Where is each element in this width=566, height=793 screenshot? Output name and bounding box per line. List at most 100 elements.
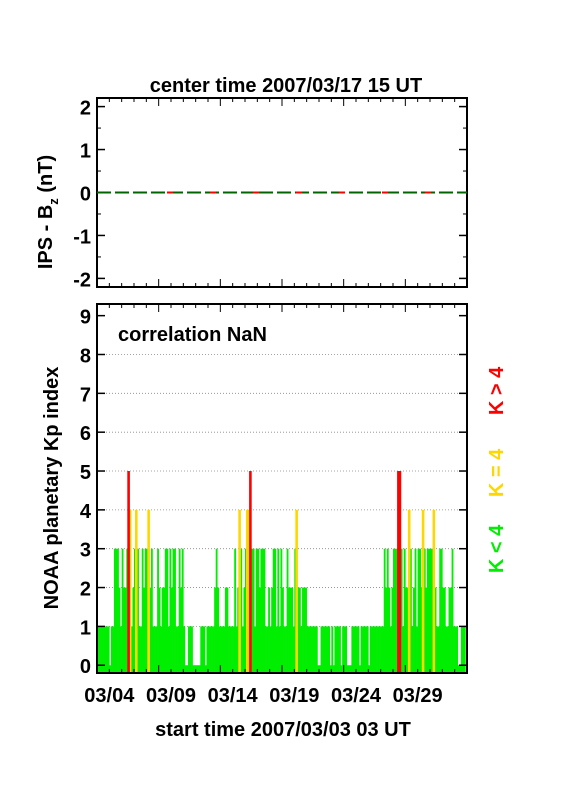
kp-bar [306, 626, 309, 673]
kp-bar [403, 548, 406, 673]
kp-bar [228, 626, 230, 673]
kp-bar [377, 626, 380, 673]
bottom-x-tick-label: 03/29 [393, 685, 443, 707]
kp-bar [187, 626, 190, 673]
bottom-y-tick-label: 8 [80, 345, 91, 367]
kp-bar [374, 626, 377, 673]
kp-bar [420, 587, 423, 673]
kp-bar [112, 626, 115, 673]
kp-bar [343, 626, 346, 673]
kp-bar [365, 626, 368, 673]
kp-bar [286, 548, 289, 673]
bottom-panel-y-tick-labels: 0 1 2 3 4 5 6 7 8 9 [80, 307, 92, 679]
kp-bar [147, 509, 150, 673]
kp-bar [101, 626, 104, 673]
kp-bar [247, 509, 251, 673]
kp-bar [180, 587, 183, 673]
kp-bar [126, 548, 129, 673]
kp-bar [348, 665, 351, 673]
kp-bar [252, 548, 255, 673]
kp-bar [123, 587, 126, 673]
kp-bar [430, 548, 432, 673]
kp-bar [295, 509, 298, 673]
kp-bar [315, 626, 318, 673]
kp-bar [329, 665, 332, 673]
kp-bar [446, 626, 449, 673]
kp-bar [221, 626, 224, 673]
kp-bar [442, 587, 445, 673]
kp-bar [254, 626, 257, 673]
kp-bar [443, 587, 446, 673]
kp-bar [339, 626, 341, 673]
kp-bar [346, 665, 349, 673]
kp-bar [332, 665, 335, 673]
kp-bar [368, 665, 371, 673]
kp-bar [314, 626, 317, 673]
bottom-y-tick-label: 9 [80, 307, 91, 329]
top-y-tick-label: -2 [73, 269, 91, 291]
kp-bar [127, 471, 130, 673]
kp-bar [322, 626, 324, 673]
kp-bar [106, 626, 109, 673]
top-panel-y-tick-labels: 2 1 0 -1 -2 [73, 98, 91, 292]
kp-bar [272, 548, 275, 673]
bottom-x-tick-label: 03/14 [208, 685, 259, 707]
kp-bar [226, 587, 229, 673]
kp-bar [218, 626, 221, 673]
kp-bar [152, 626, 155, 673]
kp-bar [192, 665, 195, 673]
kp-bar [208, 626, 210, 673]
kp-bar [277, 548, 280, 673]
kp-bar [383, 548, 386, 673]
kp-bar [231, 626, 233, 673]
kp-bar [434, 587, 437, 673]
kp-bar [117, 548, 119, 673]
kp-bar [128, 509, 132, 673]
kp-bar [340, 665, 343, 673]
kp-bar [453, 626, 455, 673]
kp-bar [104, 626, 107, 673]
bottom-y-tick-label: 4 [80, 501, 92, 523]
kp-bar [206, 626, 209, 673]
kp-bar [164, 548, 167, 673]
kp-bar [302, 587, 304, 673]
kp-bar [223, 626, 226, 673]
kp-bar [462, 626, 465, 673]
kp-bar [120, 626, 122, 673]
bottom-y-tick-label: 0 [80, 656, 91, 678]
kp-bar [437, 626, 440, 673]
kp-bar [261, 548, 264, 673]
kp-bar [432, 509, 436, 673]
kp-bar [382, 626, 385, 673]
kp-bar [172, 548, 175, 673]
kp-bar [255, 548, 258, 673]
correlation-annotation: correlation NaN [118, 324, 267, 346]
kp-bar [275, 626, 278, 673]
kp-bar [215, 548, 218, 673]
bottom-x-tick-label: 03/09 [146, 685, 196, 707]
kp-bar [134, 548, 136, 673]
kp-bar [174, 548, 176, 673]
kp-bar [149, 587, 152, 673]
kp-bar [289, 587, 292, 673]
bottom-x-tick-label: 03/19 [269, 685, 319, 707]
kp-bar [419, 548, 422, 673]
kp-bar [363, 626, 366, 673]
kp-bar [369, 626, 372, 673]
kp-bar [366, 626, 369, 673]
kp-bar [397, 471, 400, 673]
kp-bar [209, 626, 212, 673]
kp-bar [260, 548, 263, 673]
kp-bar [110, 626, 113, 673]
kp-bar [372, 626, 375, 673]
bottom-panel-x-tick-labels: 03/04 03/09 03/14 03/19 03/24 03/29 [84, 685, 442, 707]
kp-bar [417, 548, 420, 673]
kp-bar [337, 626, 340, 673]
kp-bar [107, 626, 110, 673]
kp-bar [376, 626, 378, 673]
kp-bar [124, 587, 127, 673]
kp-bar [237, 587, 240, 673]
kp-bar [380, 626, 383, 673]
kp-bar [298, 587, 301, 673]
